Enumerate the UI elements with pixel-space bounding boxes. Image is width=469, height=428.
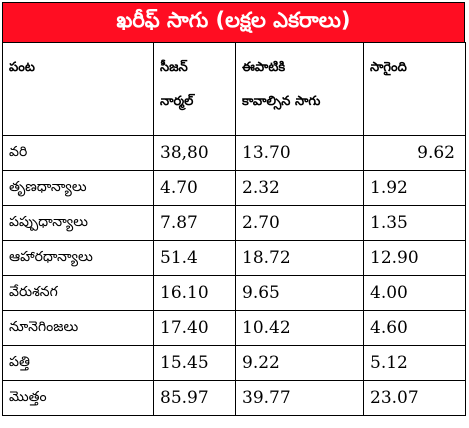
table-row: పప్పుధాన్యాలు 7.87 2.70 1.35 <box>2 205 466 241</box>
table-row: పత్తి 15.45 9.22 5.12 <box>2 345 466 381</box>
season-normal-value: 15.45 <box>153 345 236 381</box>
cultivated-value: 9.62 <box>363 135 466 171</box>
season-normal-value: 38,80 <box>153 135 236 171</box>
season-normal-value: 4.70 <box>153 170 236 206</box>
header-crop-label: పంట <box>9 60 35 75</box>
required-value: 18.72 <box>235 240 364 276</box>
season-normal-value: 51.4 <box>153 240 236 276</box>
kharif-cultivation-table: పంట సీజన్ నార్మల్ ఈపాటికి కావాల్సిన సాగు… <box>2 42 466 416</box>
header-season-normal-line2: నార్మల్ <box>160 94 194 109</box>
table-row: నూనెగింజలు 17.40 10.42 4.60 <box>2 310 466 346</box>
header-required-line2: కావాల్సిన సాగు <box>242 94 321 109</box>
crop-name: తృణధాన్యాలు <box>2 170 154 206</box>
cultivated-value: 23.07 <box>363 380 466 416</box>
header-season-normal: సీజన్ నార్మల్ <box>153 42 236 136</box>
required-value: 39.77 <box>235 380 364 416</box>
crop-name: వరి <box>2 135 154 171</box>
required-value: 2.32 <box>235 170 364 206</box>
table-row: ఆహారధాన్యాలు 51.4 18.72 12.90 <box>2 240 466 276</box>
table-row: వేరుశనగ 16.10 9.65 4.00 <box>2 275 466 311</box>
crop-name: పత్తి <box>2 345 154 381</box>
season-normal-value: 7.87 <box>153 205 236 241</box>
header-cultivated: సాగైంది <box>363 42 466 136</box>
table-title: ఖరీఫ్ సాగు (లక్షల ఎకరాలు) <box>2 2 465 42</box>
header-required-line1: ఈపాటికి <box>242 60 286 75</box>
cultivated-value: 1.92 <box>363 170 466 206</box>
season-normal-value: 16.10 <box>153 275 236 311</box>
table-row: తృణధాన్యాలు 4.70 2.32 1.92 <box>2 170 466 206</box>
table-row: వరి 38,80 13.70 9.62 <box>2 135 466 171</box>
crop-name: వేరుశనగ <box>2 275 154 311</box>
crop-name: ఆహారధాన్యాలు <box>2 240 154 276</box>
required-value: 2.70 <box>235 205 364 241</box>
table-row-total: మొత్తం 85.97 39.77 23.07 <box>2 380 466 416</box>
required-value: 13.70 <box>235 135 364 171</box>
crop-table-container: ఖరీఫ్ సాగు (లక్షల ఎకరాలు) పంట సీజన్ నార్… <box>2 2 466 416</box>
season-normal-value: 17.40 <box>153 310 236 346</box>
required-value: 9.65 <box>235 275 364 311</box>
crop-name: పప్పుధాన్యాలు <box>2 205 154 241</box>
required-value: 9.22 <box>235 345 364 381</box>
header-crop: పంట <box>2 42 154 136</box>
cultivated-value: 4.60 <box>363 310 466 346</box>
header-season-normal-line1: సీజన్ <box>160 60 188 75</box>
header-row: పంట సీజన్ నార్మల్ ఈపాటికి కావాల్సిన సాగు… <box>2 42 466 136</box>
crop-name: నూనెగింజలు <box>2 310 154 346</box>
required-value: 10.42 <box>235 310 364 346</box>
season-normal-value: 85.97 <box>153 380 236 416</box>
cultivated-value: 12.90 <box>363 240 466 276</box>
cultivated-value: 4.00 <box>363 275 466 311</box>
header-required: ఈపాటికి కావాల్సిన సాగు <box>235 42 364 136</box>
cultivated-value: 5.12 <box>363 345 466 381</box>
header-cultivated-label: సాగైంది <box>370 60 407 75</box>
cultivated-value: 1.35 <box>363 205 466 241</box>
crop-name: మొత్తం <box>2 380 154 416</box>
